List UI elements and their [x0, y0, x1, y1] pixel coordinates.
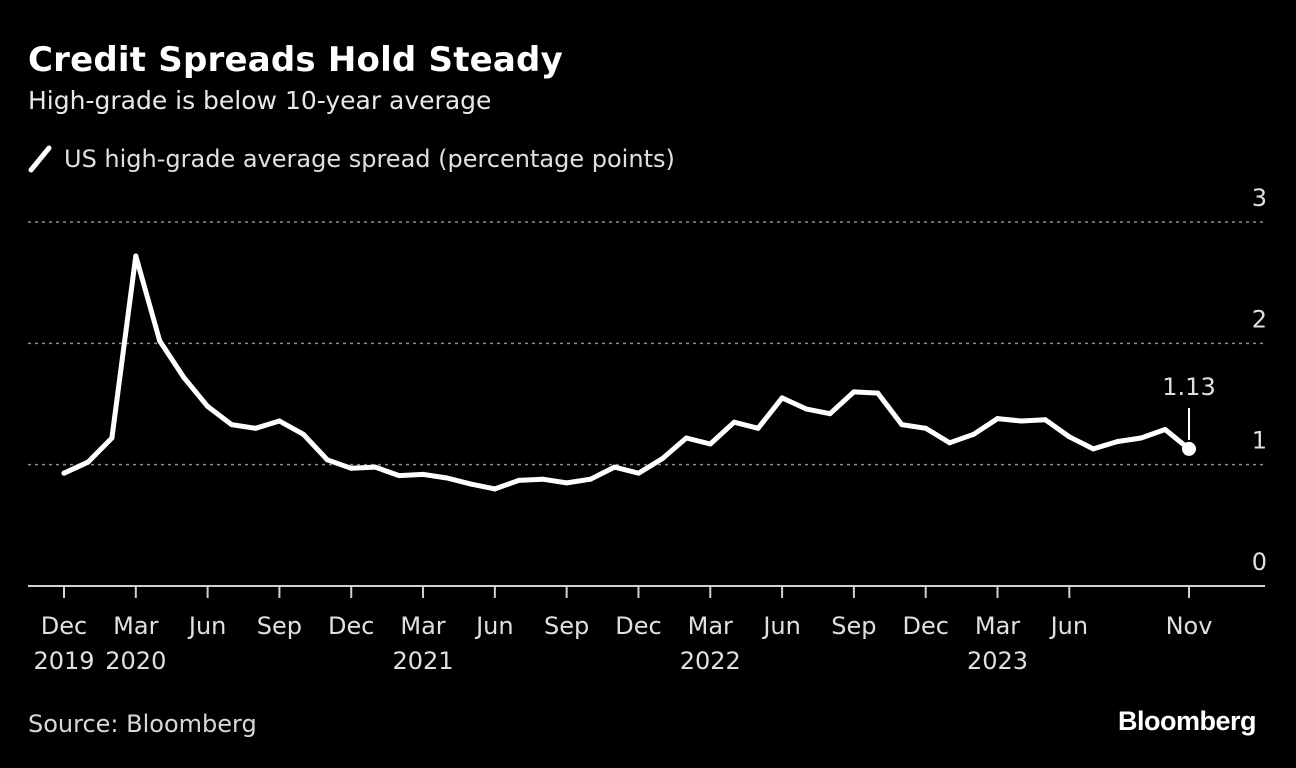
data-point	[683, 435, 689, 441]
x-tick-label: Jun	[187, 612, 227, 640]
data-point	[564, 480, 570, 486]
x-tick-label: Dec	[902, 612, 948, 640]
y-tick-label: 0	[1252, 548, 1267, 576]
data-point	[61, 470, 67, 476]
source-note: Source: Bloomberg	[28, 710, 257, 738]
last-value-label: 1.13	[1162, 373, 1215, 401]
data-point	[444, 475, 450, 481]
x-tick-label: Jun	[1049, 612, 1089, 640]
x-tick-year-label: 2023	[967, 647, 1028, 675]
x-tick-label: Jun	[474, 612, 514, 640]
data-point	[779, 395, 785, 401]
x-tick-label: Jun	[761, 612, 801, 640]
data-point	[1066, 434, 1072, 440]
data-point	[229, 422, 235, 428]
data-point	[516, 477, 522, 483]
bloomberg-logo: Bloomberg	[1117, 706, 1257, 736]
x-tick-label: Mar	[400, 612, 445, 640]
x-tick-label: Mar	[113, 612, 158, 640]
data-point	[995, 416, 1001, 422]
data-point	[396, 473, 402, 479]
legend-line-swatch-icon	[28, 145, 52, 173]
data-point	[157, 338, 163, 344]
legend: US high-grade average spread (percentage…	[28, 143, 675, 175]
series-layer	[61, 253, 1192, 492]
data-point	[1090, 446, 1096, 452]
data-point	[827, 411, 833, 417]
data-point	[252, 425, 258, 431]
data-point	[181, 374, 187, 380]
data-point	[971, 431, 977, 437]
x-tick-year-label: 2020	[105, 647, 166, 675]
y-tick-label: 3	[1252, 184, 1267, 212]
x-tick-label: Dec	[615, 612, 661, 640]
gridlines	[28, 221, 1265, 587]
chart-subtitle: High-grade is below 10-year average	[28, 86, 492, 115]
x-tick-label: Sep	[544, 612, 589, 640]
last-value-marker	[1182, 441, 1196, 456]
data-point	[588, 476, 594, 482]
data-point	[420, 471, 426, 477]
x-tick-label: Dec	[41, 612, 87, 640]
x-axis: Dec 2019 Mar 2020 Jun Sep Dec Mar 2021 Jun Sep Dec M…	[33, 586, 1212, 675]
data-point	[947, 440, 953, 446]
data-point	[731, 419, 737, 425]
series-line	[61, 253, 1192, 492]
legend-label: US high-grade average spread (percentage…	[64, 145, 675, 173]
data-point	[85, 459, 91, 465]
data-point	[109, 435, 115, 441]
data-point	[133, 253, 139, 259]
y-tick-label: 1	[1252, 427, 1267, 455]
data-point	[1162, 426, 1168, 432]
data-point	[899, 422, 905, 428]
data-point	[540, 476, 546, 482]
x-tick-label: Mar	[688, 612, 733, 640]
x-tick-label: Sep	[257, 612, 302, 640]
y-tick-label: 2	[1252, 305, 1267, 333]
x-tick-label: Nov	[1166, 612, 1213, 640]
data-point	[205, 403, 211, 409]
data-point	[875, 390, 881, 396]
data-point	[803, 406, 809, 412]
x-tick-year-label: 2019	[33, 647, 94, 675]
x-tick-label: Sep	[831, 612, 876, 640]
data-point	[468, 481, 474, 487]
annotations: 1.13	[1162, 373, 1216, 456]
x-tick-label: Mar	[975, 612, 1020, 640]
data-point	[659, 456, 665, 462]
data-point	[1114, 439, 1120, 445]
data-point	[348, 465, 354, 471]
data-point	[1138, 435, 1144, 441]
x-tick-year-label: 2022	[680, 647, 741, 675]
data-point	[635, 470, 641, 476]
data-point	[276, 418, 282, 424]
data-point	[851, 389, 857, 395]
chart-title: Credit Spreads Hold Steady	[28, 40, 563, 80]
y-axis-labels: 0 1 2 3	[1252, 184, 1267, 576]
data-point	[372, 464, 378, 470]
data-point	[755, 425, 761, 431]
data-point	[324, 457, 330, 463]
data-point	[707, 441, 713, 447]
data-point	[1018, 418, 1024, 424]
data-point	[923, 425, 929, 431]
data-point	[492, 486, 498, 492]
data-point	[300, 431, 306, 437]
x-tick-year-label: 2021	[393, 647, 454, 675]
data-point	[1042, 417, 1048, 423]
data-point	[612, 464, 618, 470]
x-tick-label: Dec	[328, 612, 374, 640]
